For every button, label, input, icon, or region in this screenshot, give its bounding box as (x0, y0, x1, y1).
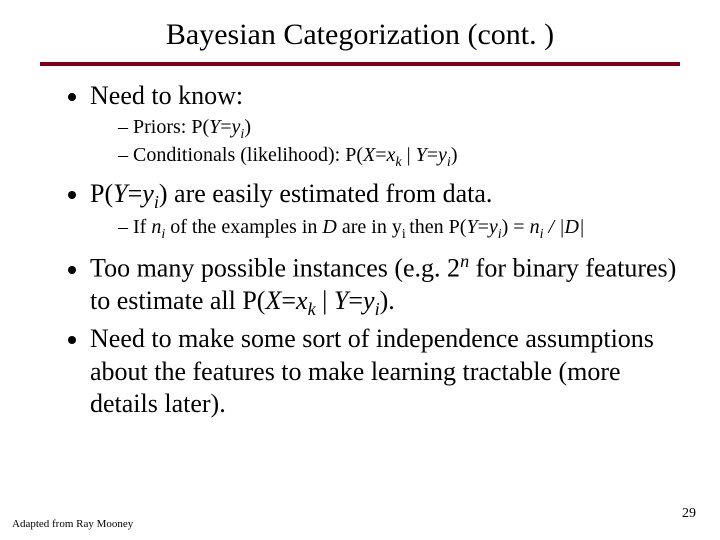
text: P( (90, 179, 113, 208)
var-X: X (265, 286, 281, 315)
text: = (427, 144, 438, 166)
text: ) are easily estimated from data. (159, 179, 493, 208)
var-D: D (322, 216, 336, 238)
bullet-2-sublist: If ni of the examples in D are in yi the… (90, 215, 680, 244)
bullet-2: P(Y=yi) are easily estimated from data. … (90, 178, 680, 244)
title-rule (40, 62, 680, 66)
bullet-2-sub-1: If ni of the examples in D are in yi the… (118, 215, 680, 244)
bullet-list: Need to know: Priors: P(Y=yi) Conditiona… (40, 80, 680, 421)
text: are in y (337, 216, 402, 238)
text: = (478, 216, 489, 238)
text: = (281, 286, 296, 315)
var-n: n (530, 216, 540, 238)
bullet-1-sub-2: Conditionals (likelihood): P(X=xk | Y=yi… (118, 143, 680, 172)
text: = (348, 286, 363, 315)
text: | (579, 216, 585, 238)
sub-k: k (308, 299, 316, 319)
var-Y: Y (466, 216, 477, 238)
var-X: X (363, 144, 375, 166)
sup-n: n (460, 251, 469, 271)
text: ) = (502, 216, 530, 238)
text: If (133, 216, 151, 238)
var-x: x (296, 286, 308, 315)
var-y: y (438, 144, 447, 166)
footer-attribution: Adapted from Ray Mooney (12, 518, 133, 530)
var-Y: Y (209, 116, 220, 138)
text: / | (543, 216, 564, 238)
text: ) (244, 116, 251, 138)
bullet-4-text: Need to make some sort of independence a… (90, 324, 654, 418)
var-Y: Y (113, 179, 127, 208)
slide-number: 29 (682, 506, 696, 522)
text: = (375, 144, 386, 166)
bullet-1-sub-1: Priors: P(Y=yi) (118, 115, 680, 144)
var-n: n (151, 216, 161, 238)
text: ). (380, 286, 395, 315)
var-D: D (565, 216, 579, 238)
text: = (128, 179, 143, 208)
slide: Bayesian Categorization (cont. ) Need to… (0, 0, 720, 540)
bullet-1-text: Need to know: (90, 81, 243, 110)
var-y: y (142, 179, 154, 208)
bullet-1: Need to know: Priors: P(Y=yi) Conditiona… (90, 80, 680, 172)
text: then P( (409, 216, 466, 238)
var-y: y (489, 216, 498, 238)
var-y: y (363, 286, 375, 315)
bullet-4: Need to make some sort of independence a… (90, 323, 680, 421)
bullet-1-sublist: Priors: P(Y=yi) Conditionals (likelihood… (90, 115, 680, 172)
text: | (402, 144, 416, 166)
bullet-3: Too many possible instances (e.g. 2n for… (90, 250, 680, 321)
text: Priors: P( (133, 116, 209, 138)
text: Conditionals (likelihood): P( (133, 144, 363, 166)
text: = (220, 116, 231, 138)
var-Y: Y (334, 286, 348, 315)
text: ) (451, 144, 458, 166)
text: | (316, 286, 334, 315)
text: Too many possible instances (e.g. 2 (90, 254, 460, 283)
var-Y: Y (416, 144, 427, 166)
text: of the examples in (165, 216, 322, 238)
slide-title: Bayesian Categorization (cont. ) (40, 18, 680, 52)
